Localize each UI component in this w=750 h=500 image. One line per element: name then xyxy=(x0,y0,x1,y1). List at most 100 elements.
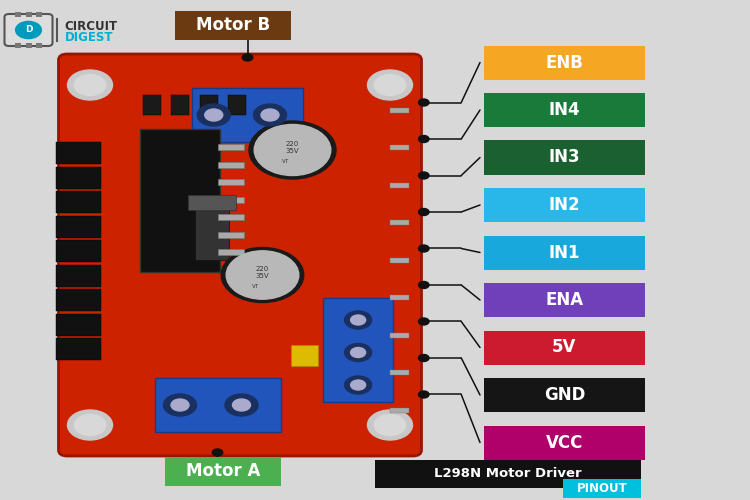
Circle shape xyxy=(254,124,331,176)
FancyBboxPatch shape xyxy=(58,54,422,456)
Circle shape xyxy=(419,245,429,252)
Circle shape xyxy=(374,414,406,436)
Bar xyxy=(390,220,409,225)
Circle shape xyxy=(254,104,286,126)
Circle shape xyxy=(419,354,429,362)
Text: ENA: ENA xyxy=(545,291,584,309)
Bar xyxy=(15,12,21,17)
Text: VT: VT xyxy=(251,284,259,288)
Bar xyxy=(217,196,244,202)
Bar xyxy=(56,240,101,262)
Text: D: D xyxy=(25,26,32,35)
FancyBboxPatch shape xyxy=(375,460,641,487)
Bar xyxy=(36,43,42,48)
Bar xyxy=(390,408,409,412)
FancyBboxPatch shape xyxy=(165,456,281,486)
Bar xyxy=(217,214,244,220)
Circle shape xyxy=(419,391,429,398)
Circle shape xyxy=(225,394,258,416)
Bar xyxy=(217,249,244,255)
Bar xyxy=(26,43,32,48)
Text: IN2: IN2 xyxy=(548,196,580,214)
Circle shape xyxy=(226,251,298,299)
FancyBboxPatch shape xyxy=(323,298,393,402)
FancyBboxPatch shape xyxy=(484,236,645,270)
Circle shape xyxy=(68,410,112,440)
Circle shape xyxy=(368,410,413,440)
Circle shape xyxy=(419,99,429,106)
Bar xyxy=(36,12,42,17)
Bar xyxy=(217,144,244,150)
Bar xyxy=(56,338,101,360)
FancyBboxPatch shape xyxy=(484,46,645,80)
FancyBboxPatch shape xyxy=(140,128,220,272)
Bar xyxy=(26,12,32,17)
Bar xyxy=(56,142,101,165)
Circle shape xyxy=(350,348,366,358)
Text: 5V: 5V xyxy=(552,338,577,356)
Text: 35V: 35V xyxy=(256,273,269,279)
Bar xyxy=(217,232,244,237)
Circle shape xyxy=(419,136,429,142)
Circle shape xyxy=(197,104,230,126)
Bar xyxy=(390,332,409,338)
Bar xyxy=(390,370,409,375)
Bar xyxy=(56,314,101,336)
Text: 220: 220 xyxy=(286,141,299,147)
Bar xyxy=(56,216,101,238)
Bar xyxy=(56,192,101,214)
Bar xyxy=(56,289,101,311)
Circle shape xyxy=(419,318,429,325)
Circle shape xyxy=(221,248,304,302)
FancyBboxPatch shape xyxy=(484,330,645,364)
Circle shape xyxy=(212,449,223,456)
Circle shape xyxy=(374,74,406,96)
Circle shape xyxy=(232,399,250,411)
Text: IN4: IN4 xyxy=(548,101,580,119)
Circle shape xyxy=(419,172,429,179)
Bar xyxy=(188,195,236,210)
Bar xyxy=(56,167,101,189)
Text: ENB: ENB xyxy=(545,54,584,72)
Text: L298N Motor Driver: L298N Motor Driver xyxy=(434,467,582,480)
Circle shape xyxy=(164,394,196,416)
FancyBboxPatch shape xyxy=(484,188,645,222)
Circle shape xyxy=(419,282,429,288)
Circle shape xyxy=(344,311,372,329)
Bar xyxy=(15,43,21,48)
Bar xyxy=(228,95,246,115)
Text: CIRCUIT: CIRCUIT xyxy=(64,20,118,32)
Text: VCC: VCC xyxy=(546,434,583,452)
Circle shape xyxy=(368,70,413,100)
FancyBboxPatch shape xyxy=(4,14,52,46)
Text: IN3: IN3 xyxy=(548,148,580,166)
Bar xyxy=(195,205,229,260)
Circle shape xyxy=(344,344,372,361)
Bar xyxy=(217,162,244,168)
Circle shape xyxy=(350,380,366,390)
Circle shape xyxy=(261,109,279,121)
Bar xyxy=(171,95,189,115)
Text: DIGEST: DIGEST xyxy=(64,30,113,44)
Circle shape xyxy=(350,315,366,325)
Circle shape xyxy=(171,399,189,411)
FancyBboxPatch shape xyxy=(291,345,318,366)
Text: IN1: IN1 xyxy=(548,244,580,262)
Bar xyxy=(390,182,409,188)
Circle shape xyxy=(74,74,106,96)
FancyBboxPatch shape xyxy=(192,88,303,142)
FancyBboxPatch shape xyxy=(154,378,280,432)
Text: 220: 220 xyxy=(256,266,269,272)
Bar xyxy=(142,95,160,115)
Text: VT: VT xyxy=(281,158,289,164)
FancyBboxPatch shape xyxy=(484,378,645,412)
Text: Motor B: Motor B xyxy=(196,16,270,34)
Text: PINOUT: PINOUT xyxy=(577,482,627,494)
FancyBboxPatch shape xyxy=(562,478,641,498)
Text: 35V: 35V xyxy=(286,148,299,154)
FancyBboxPatch shape xyxy=(484,93,645,127)
Bar xyxy=(56,264,101,286)
Circle shape xyxy=(249,121,336,179)
Text: Motor A: Motor A xyxy=(185,462,260,480)
Circle shape xyxy=(242,54,253,61)
